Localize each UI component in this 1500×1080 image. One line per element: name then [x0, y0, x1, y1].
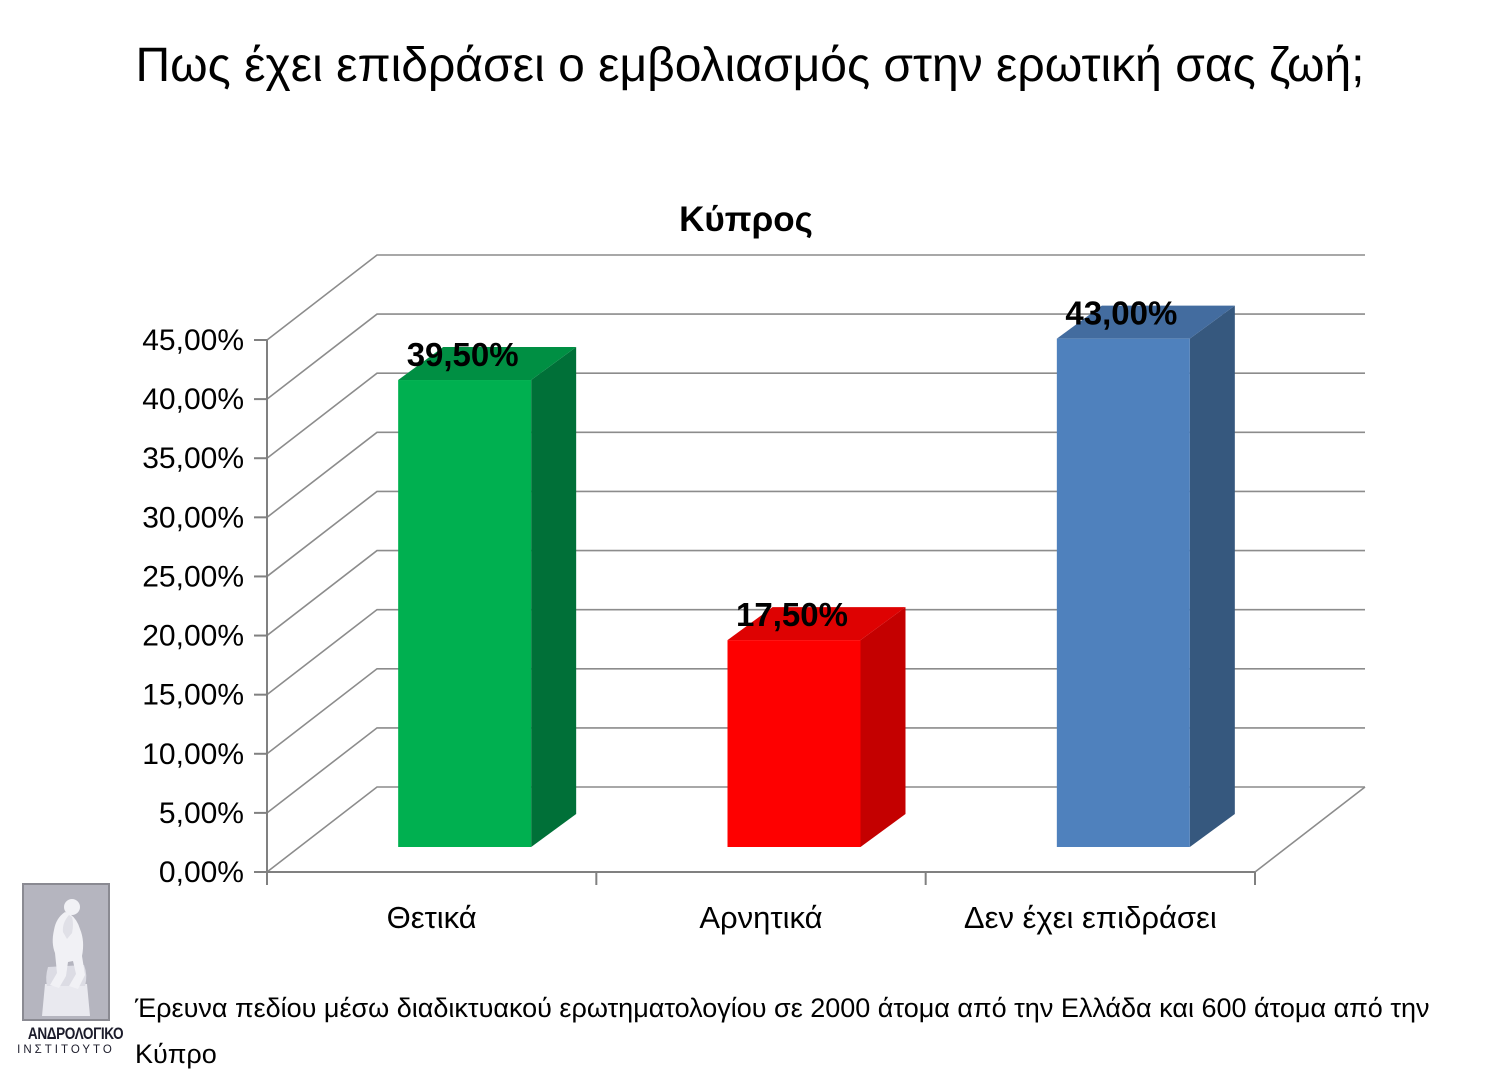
- logo-subname: ΙΝΣΤΙΤΟΥΤΟ: [17, 1044, 115, 1056]
- gridline: [266, 490, 1365, 578]
- bar: [398, 380, 532, 847]
- floor-right-edge: [1254, 786, 1366, 873]
- bar-data-label: 39,50%: [407, 336, 519, 373]
- category-label: Αρνητικά: [699, 900, 822, 935]
- bar-data-label: 43,00%: [1065, 295, 1177, 332]
- y-axis-label: 30,00%: [142, 501, 244, 534]
- bar-side-face: [1189, 305, 1235, 848]
- gridline: [266, 549, 1365, 637]
- y-axis-label: 20,00%: [142, 620, 244, 653]
- y-axis-label: 15,00%: [142, 679, 244, 712]
- bar-data-label: 17,50%: [736, 596, 848, 633]
- chart-title: Κύπρος: [679, 200, 813, 239]
- 3d-bar-chart: 0,00% 5,00% 10,00% 15,00% 20,00% 25,00% 30,00%…: [142, 254, 1366, 935]
- category-label: Δεν έχει επιδράσει: [964, 900, 1217, 935]
- bar-top-face: [727, 607, 906, 641]
- bar-side-face: [860, 607, 906, 847]
- bar-top-face: [398, 347, 577, 381]
- gridline: [266, 372, 1365, 459]
- bar-top-face: [1056, 305, 1235, 339]
- gridline: [266, 786, 1365, 873]
- y-axis-label: 35,00%: [142, 442, 244, 475]
- bar: [727, 640, 861, 847]
- thinker-statue-icon: [22, 883, 110, 1021]
- y-axis-label: 0,00%: [159, 856, 244, 889]
- logo: ΑΝΔΡΟΛΟΓΙΚΟ ΙΝΣΤΙΤΟΥΤΟ: [16, 883, 124, 1056]
- gridline: [266, 313, 1365, 400]
- bar: [1056, 338, 1190, 847]
- gridline: [266, 727, 1365, 814]
- y-axis-label: 45,00%: [142, 324, 244, 357]
- y-axis-label: 25,00%: [142, 560, 244, 593]
- gridline: [266, 431, 1365, 518]
- footnote: Έρευνα πεδίου μέσω διαδικτυακού ερωτηματ…: [135, 993, 1430, 1069]
- y-axis-label: 5,00%: [159, 797, 244, 830]
- gridline: [266, 667, 1365, 755]
- y-axis-label: 10,00%: [142, 738, 244, 771]
- category-label: Θετικά: [387, 900, 477, 935]
- gridline: [266, 254, 1365, 341]
- y-axis-label: 40,00%: [142, 383, 244, 416]
- gridline: [266, 608, 1365, 696]
- page-title: Πως έχει επιδράσει ο εμβολιασμός στην ερ…: [135, 39, 1365, 92]
- bar-side-face: [531, 347, 577, 847]
- logo-name: ΑΝΔΡΟΛΟΓΙΚΟ: [27, 1024, 124, 1043]
